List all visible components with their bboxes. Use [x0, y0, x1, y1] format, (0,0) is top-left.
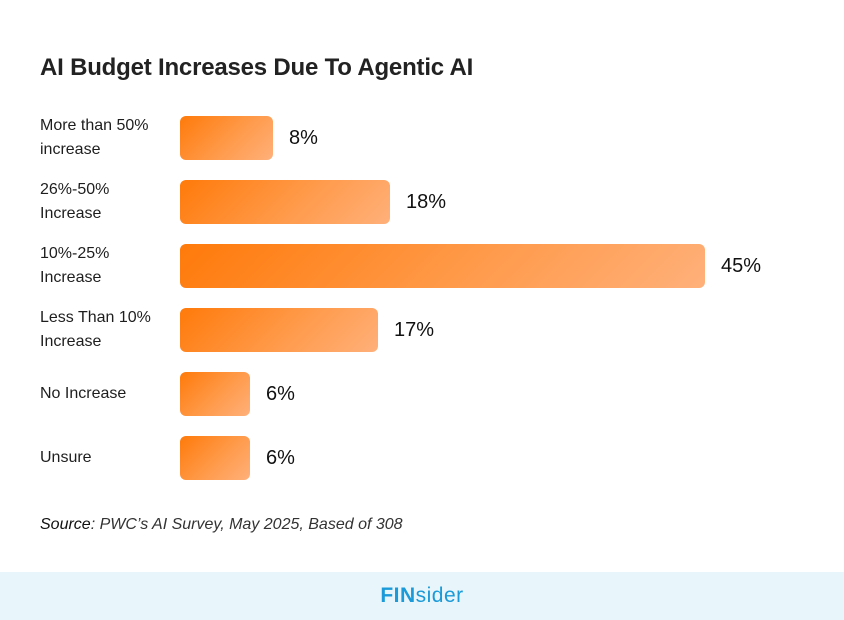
category-label-line: Increase: [40, 333, 102, 350]
bar: [180, 244, 705, 288]
bar: [180, 180, 390, 224]
category-label-line: 26%-50%: [40, 181, 110, 198]
category-label-text: Less Than 10% Increase: [40, 306, 151, 354]
category-label: Less Than 10% Increase: [40, 308, 170, 352]
bar-value-label: 6%: [266, 383, 295, 405]
brand-logo-strong: FIN: [380, 584, 416, 607]
bar: [180, 116, 273, 160]
category-label-text: More than 50% increase: [40, 114, 149, 162]
category-label-text: Unsure: [40, 446, 92, 470]
bar-value-label: 18%: [406, 191, 447, 213]
brand-logo: FINsider: [380, 584, 463, 608]
bar-value-label: 45%: [721, 255, 762, 277]
category-label-line: More than 50%: [40, 117, 149, 134]
bar: [180, 436, 250, 480]
bar: [180, 308, 378, 352]
category-label-line: No Increase: [40, 385, 127, 402]
category-label: More than 50% increase: [40, 116, 170, 160]
category-label-line: increase: [40, 141, 101, 158]
chart-title: AI Budget Increases Due To Agentic AI: [40, 54, 474, 81]
category-label-line: Unsure: [40, 449, 92, 466]
source-note: Source: PWC’s AI Survey, May 2025, Based…: [40, 516, 403, 534]
category-label: Unsure: [40, 436, 170, 480]
category-label-line: Increase: [40, 269, 102, 286]
bar-value-label: 8%: [289, 127, 318, 149]
brand-logo-light: sider: [415, 584, 464, 607]
footer-bar: FINsider: [0, 572, 844, 620]
bar-value-label: 6%: [266, 447, 295, 469]
category-label: 10%-25% Increase: [40, 244, 170, 288]
category-label: 26%-50% Increase: [40, 180, 170, 224]
source-text: : PWC’s AI Survey, May 2025, Based of 30…: [90, 516, 403, 533]
category-label-text: 10%-25% Increase: [40, 242, 109, 290]
source-prefix: Source: [40, 516, 91, 533]
category-label-text: No Increase: [40, 382, 126, 406]
bar: [180, 372, 250, 416]
category-label-line: 10%-25%: [40, 245, 110, 262]
category-label-line: Increase: [40, 205, 102, 222]
category-label-text: 26%-50% Increase: [40, 178, 109, 226]
bar-value-label: 17%: [394, 319, 435, 341]
category-label: No Increase: [40, 372, 170, 416]
category-label-line: Less Than 10%: [40, 309, 151, 326]
